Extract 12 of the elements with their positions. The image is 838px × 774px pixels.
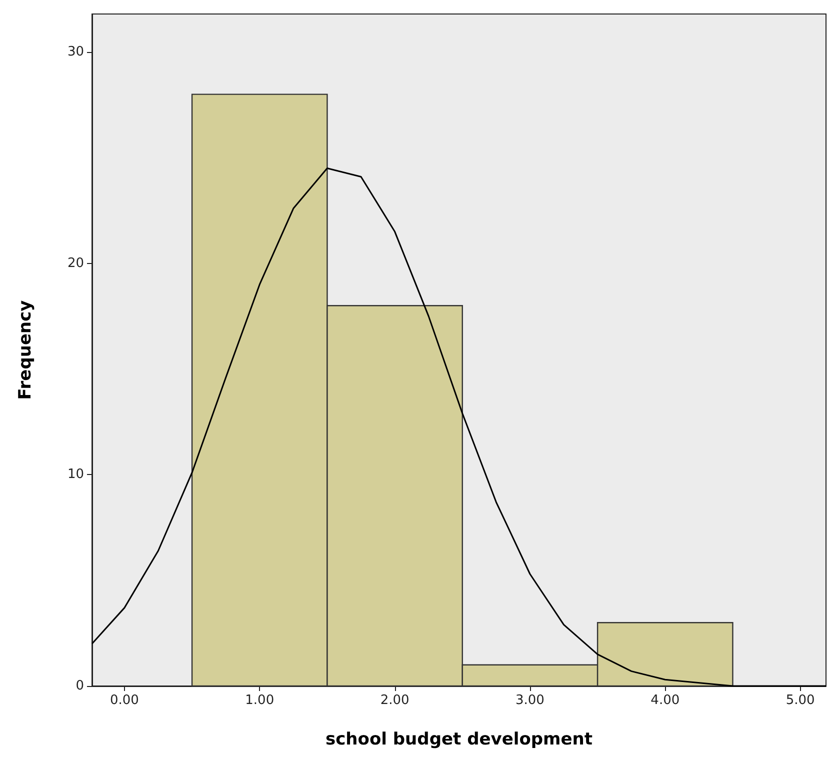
x-tick-label: 0.00	[110, 693, 139, 708]
x-tick-label: 1.00	[245, 693, 274, 708]
x-tick-label: 3.00	[515, 693, 544, 708]
y-axis-title: Frequency	[16, 300, 36, 400]
x-axis-title: school budget development	[325, 730, 593, 750]
x-tick-label: 2.00	[380, 693, 410, 708]
x-tick-label: 5.00	[786, 693, 815, 708]
x-tick-label: 4.00	[650, 693, 680, 708]
y-tick-label: 20	[67, 256, 84, 271]
y-tick-label: 10	[67, 467, 84, 482]
y-tick-label: 30	[67, 44, 84, 60]
y-tick-label: 0	[76, 678, 84, 694]
